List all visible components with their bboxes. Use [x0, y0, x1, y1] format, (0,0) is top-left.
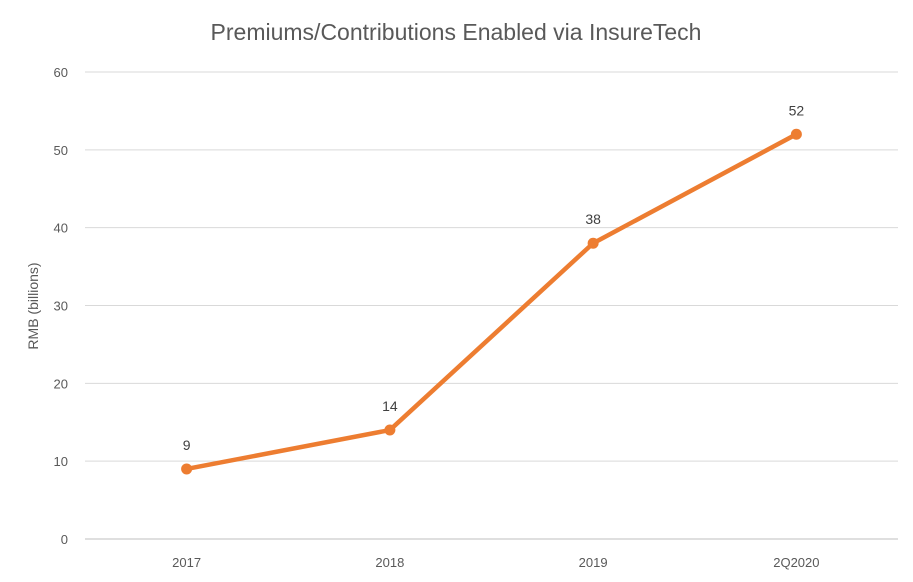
series-line [184, 132, 799, 472]
x-tick-label: 2019 [579, 555, 608, 570]
y-axis-title: RMB (billions) [25, 262, 41, 349]
gridlines [85, 71, 898, 540]
data-point [181, 463, 193, 475]
data-label: 38 [585, 211, 601, 227]
data-labels: 9 14 38 52 [183, 102, 805, 453]
y-tick-label: 20 [54, 376, 68, 391]
x-tick-label: 2017 [172, 555, 201, 570]
data-point [587, 237, 599, 249]
x-tick-label: 2018 [375, 555, 404, 570]
data-point [384, 424, 396, 436]
y-tick-label: 50 [54, 143, 68, 158]
y-tick-label: 40 [54, 221, 68, 236]
y-tick-label: 30 [54, 299, 68, 314]
y-tick-label: 10 [54, 454, 68, 469]
y-tick-label: 60 [54, 65, 68, 80]
data-label: 14 [382, 398, 398, 414]
data-point [790, 128, 802, 140]
data-label: 52 [789, 102, 805, 118]
y-tick-label: 0 [61, 532, 68, 547]
x-tick-label: 2Q2020 [773, 555, 819, 570]
chart-title: Premiums/Contributions Enabled via Insur… [211, 19, 702, 45]
y-axis-ticks: 0 10 20 30 40 50 60 [54, 65, 68, 547]
x-axis-ticks: 2017 2018 2019 2Q2020 [172, 555, 819, 570]
series-layer [181, 128, 802, 475]
data-label: 9 [183, 437, 191, 453]
